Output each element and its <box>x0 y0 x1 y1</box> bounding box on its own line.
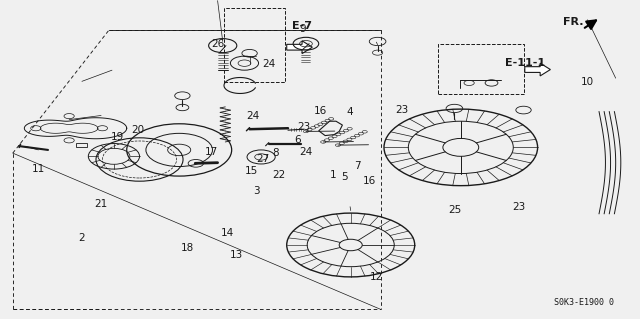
Polygon shape <box>287 41 312 54</box>
Text: 26: 26 <box>211 39 224 49</box>
Text: 13: 13 <box>230 250 243 260</box>
Text: 23: 23 <box>512 202 525 212</box>
Text: 8: 8 <box>272 148 278 158</box>
Text: 3: 3 <box>253 186 259 196</box>
Text: 15: 15 <box>245 166 258 176</box>
Polygon shape <box>525 63 550 76</box>
Text: 5: 5 <box>341 172 348 182</box>
Text: 16: 16 <box>364 176 376 186</box>
Text: 18: 18 <box>181 243 194 253</box>
Text: 24: 24 <box>300 147 312 158</box>
Text: 20: 20 <box>131 125 144 135</box>
Text: E-7: E-7 <box>292 21 312 31</box>
Text: E-11-1: E-11-1 <box>505 58 545 68</box>
Text: 22: 22 <box>272 170 285 180</box>
Text: 10: 10 <box>581 77 594 87</box>
Text: FR.: FR. <box>563 17 583 27</box>
Text: 24: 24 <box>246 111 259 122</box>
Text: 24: 24 <box>262 59 275 69</box>
Text: 14: 14 <box>221 228 234 238</box>
Text: 16: 16 <box>314 106 326 116</box>
Text: 6: 6 <box>294 135 301 145</box>
Text: 23: 23 <box>298 122 310 132</box>
Text: 11: 11 <box>32 164 45 174</box>
Text: 19: 19 <box>111 131 124 142</box>
Text: 2: 2 <box>79 233 85 243</box>
Text: S0K3-E1900 0: S0K3-E1900 0 <box>554 298 614 307</box>
Text: 1: 1 <box>330 170 336 180</box>
Text: 21: 21 <box>95 198 108 209</box>
Text: 7: 7 <box>354 161 360 171</box>
Text: 23: 23 <box>396 105 408 115</box>
Text: 4: 4 <box>347 107 353 117</box>
Text: 27: 27 <box>256 154 269 164</box>
Text: 9: 9 <box>300 24 306 34</box>
Text: 25: 25 <box>448 205 461 215</box>
Text: 12: 12 <box>370 272 383 282</box>
Text: 17: 17 <box>205 147 218 158</box>
